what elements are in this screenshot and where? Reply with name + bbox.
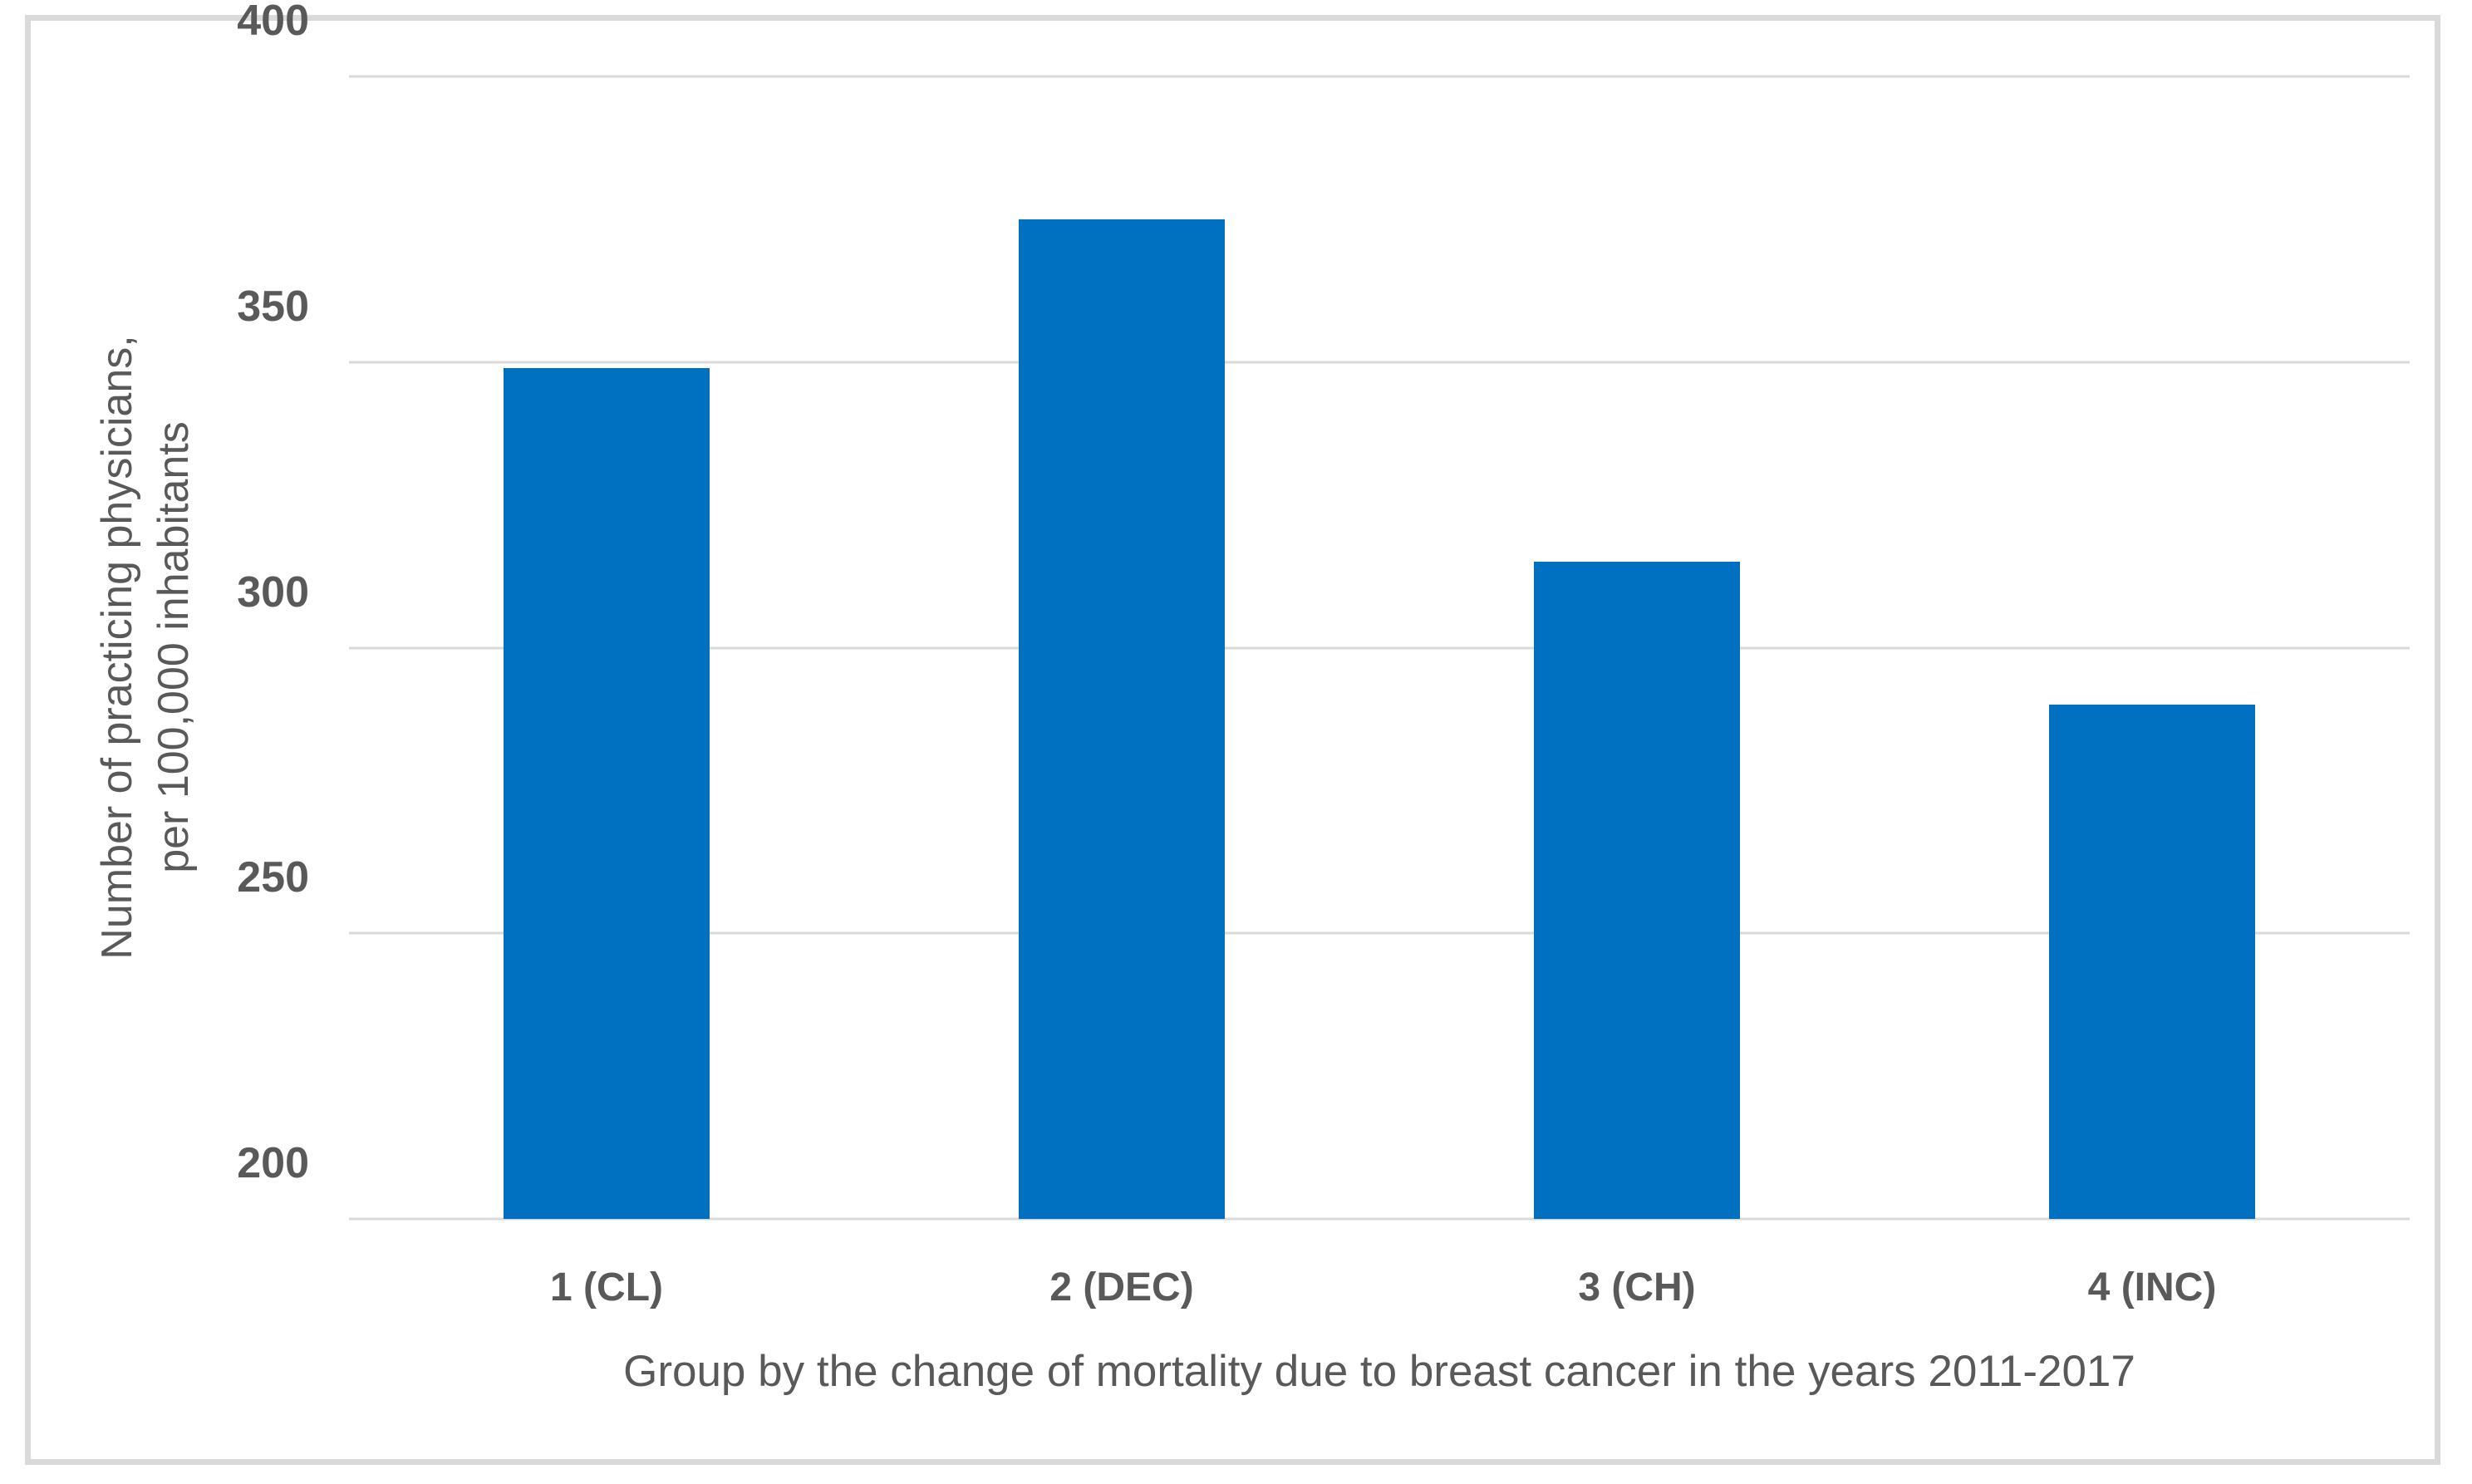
bars-layer bbox=[349, 76, 2410, 1219]
chart-frame: Number of practicing physicians, per 100… bbox=[25, 0, 2440, 1465]
y-tick-label-350: 350 bbox=[237, 282, 309, 331]
bar-3 (CH) bbox=[1534, 562, 1740, 1219]
x-axis-category-labels: 1 (CL) 2 (DEC) 3 (CH) 4 (INC) bbox=[349, 1265, 2410, 1323]
x-category-label-1: 1 (CL) bbox=[550, 1265, 663, 1310]
y-tick-label-300: 300 bbox=[237, 568, 309, 617]
bar-slot-3 bbox=[1379, 76, 1895, 1219]
gridline-400 bbox=[349, 75, 2410, 78]
y-axis-tick-labels: 400 350 300 250 200 bbox=[114, 0, 309, 1459]
x-category-label-4: 4 (INC) bbox=[2087, 1265, 2217, 1310]
y-tick-label-200: 200 bbox=[237, 1139, 309, 1187]
gridline-350 bbox=[349, 361, 2410, 364]
gridline-300 bbox=[349, 646, 2410, 649]
gridline-250 bbox=[349, 931, 2410, 935]
x-axis-title: Group by the change of mortality due to … bbox=[623, 1347, 2135, 1396]
gridline-200 bbox=[349, 1217, 2410, 1221]
bar-slot-1 bbox=[349, 76, 864, 1219]
x-category-label-3: 3 (CH) bbox=[1578, 1265, 1696, 1310]
bar-4 (INC) bbox=[2049, 705, 2255, 1219]
plot-area bbox=[349, 75, 2410, 1221]
bar-1 (CL) bbox=[504, 367, 710, 1219]
y-tick-label-400: 400 bbox=[237, 0, 309, 45]
bar-slot-2 bbox=[864, 76, 1379, 1219]
bar-slot-4 bbox=[1895, 76, 2410, 1219]
bar-2 (DEC) bbox=[1019, 219, 1225, 1219]
y-tick-label-250: 250 bbox=[237, 853, 309, 902]
x-category-label-2: 2 (DEC) bbox=[1049, 1265, 1194, 1310]
